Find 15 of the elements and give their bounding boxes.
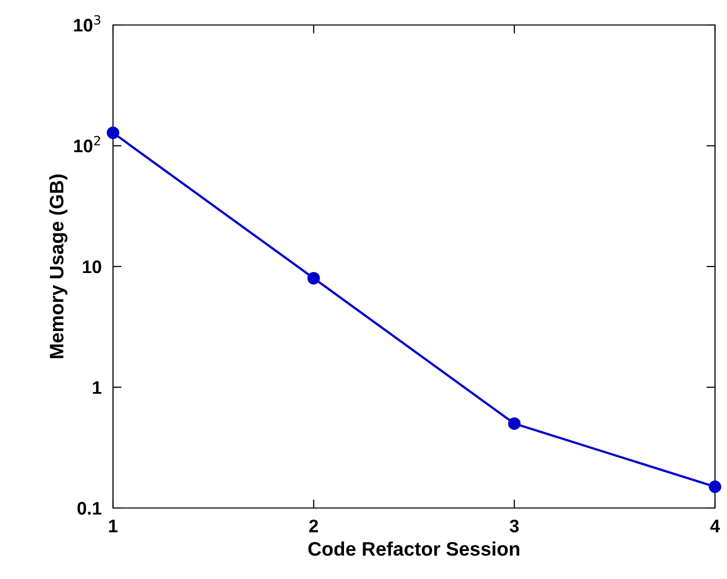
x-tick-label: 1 xyxy=(109,520,118,532)
point xyxy=(106,126,120,140)
x-tick-label: 4 xyxy=(710,520,720,532)
point xyxy=(708,480,722,493)
y-tick-label: 10$^{3}$ xyxy=(74,15,100,32)
y-tick-label: 1 xyxy=(92,381,102,394)
x-tick-label: 2 xyxy=(309,520,318,532)
y-tick-label: 10 xyxy=(82,260,102,274)
y-tick-label: 0.1 xyxy=(78,502,102,515)
x-tick-label: 3 xyxy=(510,520,519,532)
y-axis-title: Memory Usage (GB) xyxy=(49,174,68,358)
point xyxy=(307,272,320,284)
y-tick-label: 10$^{2}$ xyxy=(74,136,100,152)
x-axis-title: Code Refactor Session xyxy=(308,542,520,556)
point xyxy=(508,417,521,430)
